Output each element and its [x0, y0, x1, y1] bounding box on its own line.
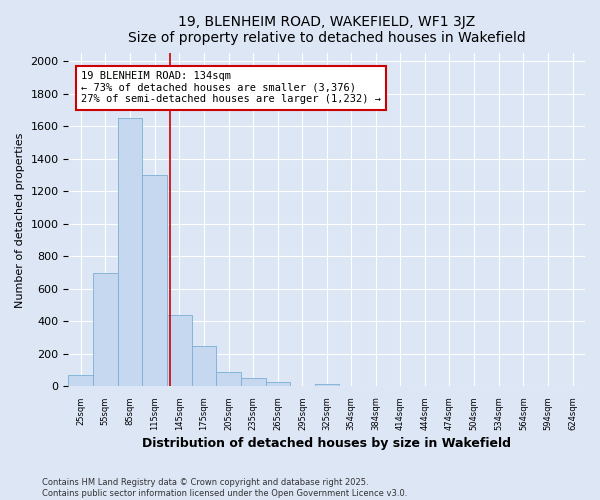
Bar: [216, 372, 241, 386]
Bar: [315, 384, 338, 386]
X-axis label: Distribution of detached houses by size in Wakefield: Distribution of detached houses by size …: [142, 437, 511, 450]
Bar: [142, 175, 167, 386]
Bar: [191, 346, 216, 387]
Bar: [241, 378, 266, 386]
Title: 19, BLENHEIM ROAD, WAKEFIELD, WF1 3JZ
Size of property relative to detached hous: 19, BLENHEIM ROAD, WAKEFIELD, WF1 3JZ Si…: [128, 15, 526, 45]
Text: 19 BLENHEIM ROAD: 134sqm
← 73% of detached houses are smaller (3,376)
27% of sem: 19 BLENHEIM ROAD: 134sqm ← 73% of detach…: [81, 71, 381, 104]
Bar: [167, 315, 191, 386]
Bar: [118, 118, 142, 386]
Text: Contains HM Land Registry data © Crown copyright and database right 2025.
Contai: Contains HM Land Registry data © Crown c…: [42, 478, 407, 498]
Bar: [266, 382, 290, 386]
Bar: [68, 375, 93, 386]
Y-axis label: Number of detached properties: Number of detached properties: [15, 132, 25, 308]
Bar: [93, 272, 118, 386]
